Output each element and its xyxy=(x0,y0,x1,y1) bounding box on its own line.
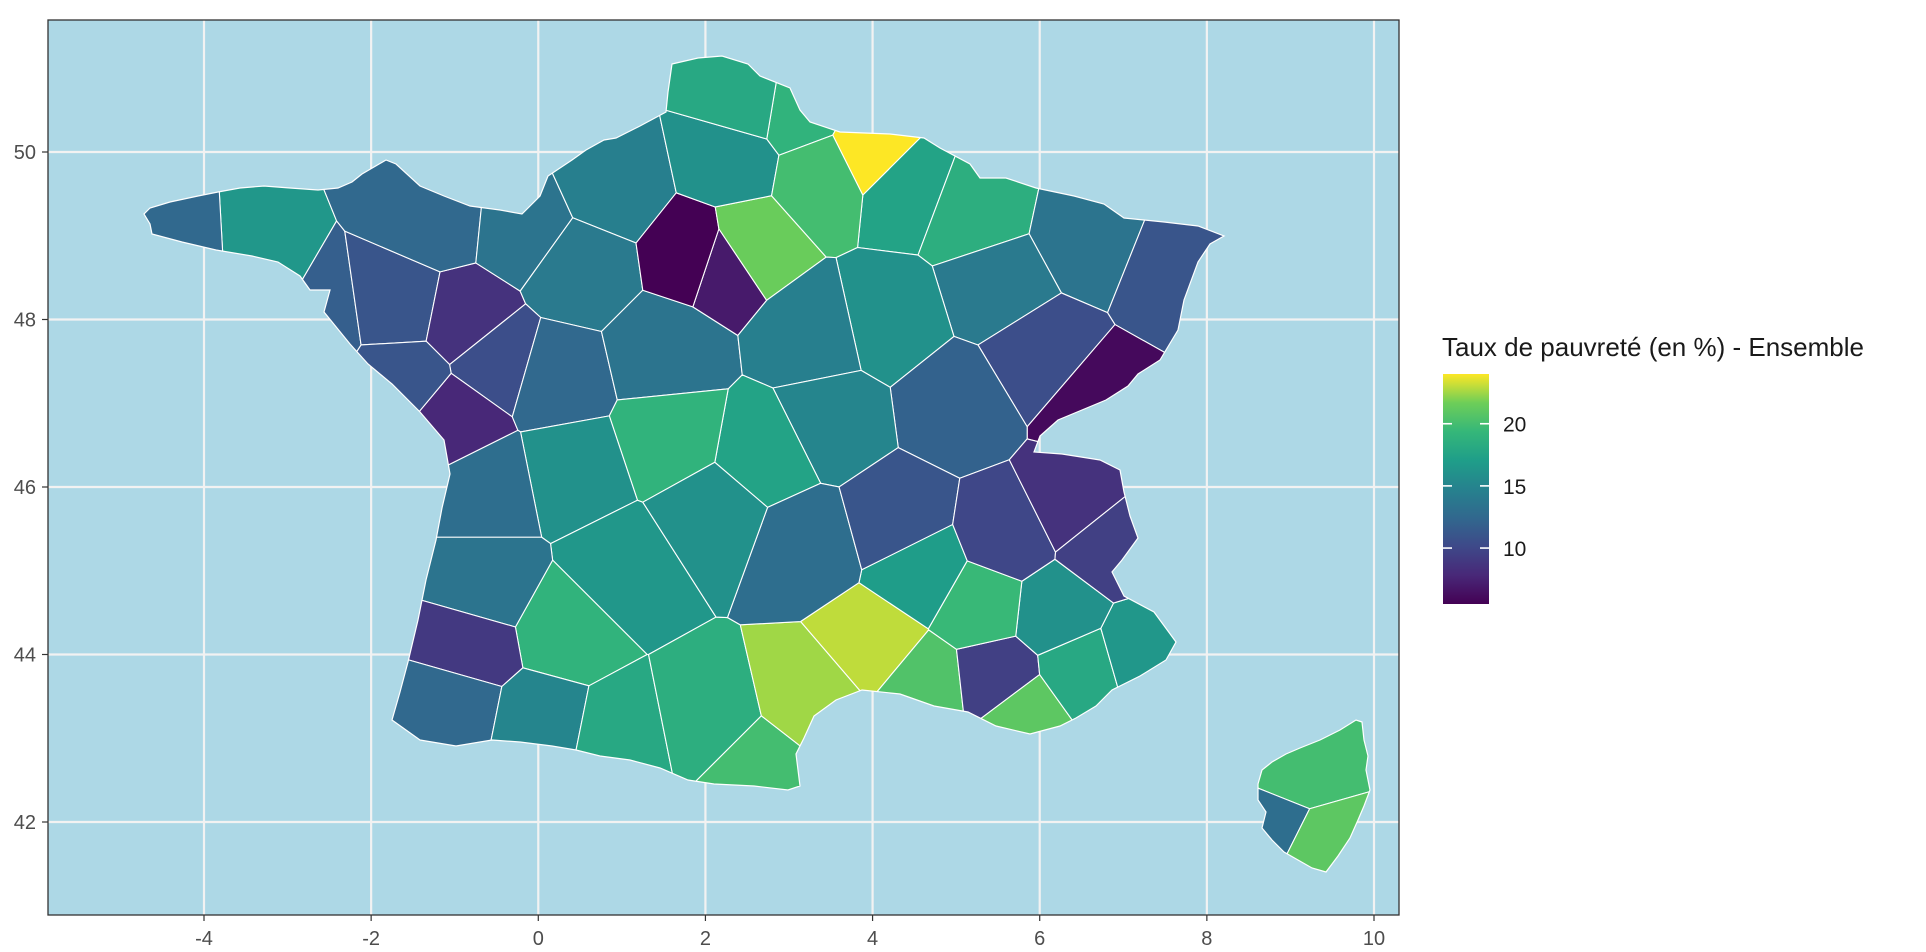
legend-title: Taux de pauvreté (en %) - Ensemble xyxy=(1442,332,1864,362)
x-tick-label: 4 xyxy=(867,928,878,950)
y-axis: 42 44 46 48 50 xyxy=(14,142,48,834)
x-tick-label: 8 xyxy=(1201,928,1212,950)
y-tick-label: 44 xyxy=(14,645,36,667)
x-tick-label: -4 xyxy=(195,928,213,950)
y-tick-label: 42 xyxy=(14,812,36,834)
legend-colorbar xyxy=(1443,374,1489,604)
france-outline xyxy=(143,55,1226,791)
x-axis: -4 -2 0 2 4 6 8 10 xyxy=(195,915,1385,950)
department-region xyxy=(642,461,769,619)
department-region xyxy=(671,715,885,790)
x-tick-label: 2 xyxy=(700,928,711,950)
y-tick-label: 50 xyxy=(14,142,36,164)
x-tick-label: 0 xyxy=(533,928,544,950)
color-legend: Taux de pauvreté (en %) - Ensemble 10 15 2… xyxy=(1442,332,1864,604)
panel-border xyxy=(47,19,1400,916)
y-tick-label: 46 xyxy=(14,477,36,499)
x-tick-label: -2 xyxy=(362,928,380,950)
x-tick-label: 10 xyxy=(1363,928,1385,950)
y-tick-label: 48 xyxy=(14,310,36,332)
legend-tick-label: 10 xyxy=(1503,538,1526,561)
legend-tick-label: 20 xyxy=(1503,414,1526,437)
x-tick-label: 6 xyxy=(1034,928,1045,950)
corsica-outline xyxy=(1257,719,1371,873)
legend-tick-label: 15 xyxy=(1503,476,1526,499)
